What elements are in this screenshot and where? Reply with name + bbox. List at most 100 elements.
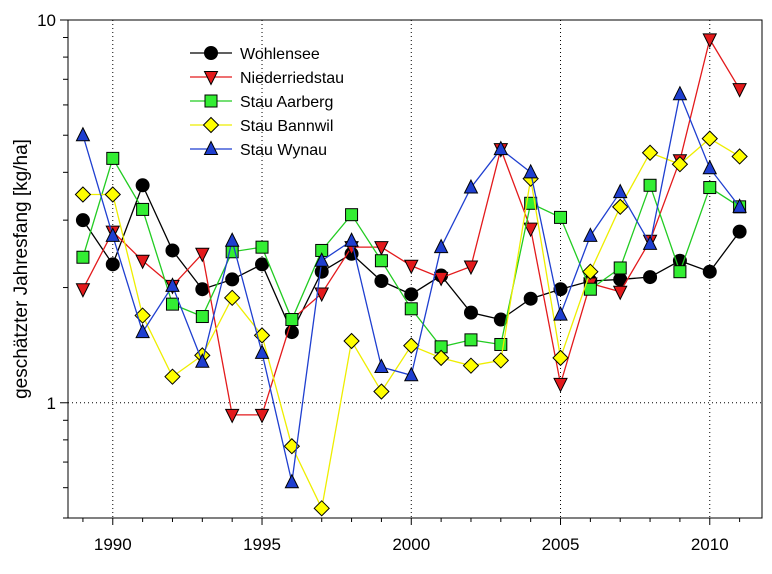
data-point-stau-aarberg <box>195 310 209 324</box>
data-point-stau-wynau <box>523 163 538 179</box>
data-point-niederriedstau <box>463 260 479 276</box>
legend-marker-niederriedstau <box>203 71 219 86</box>
data-point-wohlensee <box>195 282 210 297</box>
data-point-stau-aarberg <box>554 210 568 224</box>
data-point-stau-bannwil <box>612 198 629 216</box>
data-point-stau-wynau <box>732 198 747 213</box>
data-point-niederriedstau <box>75 283 91 298</box>
legend-item-stau-aarberg: Stau Aarberg <box>190 94 333 111</box>
legend-label-stau-bannwil: Stau Bannwil <box>240 118 333 135</box>
legend-item-wohlensee: Wohlensee <box>190 46 320 63</box>
data-point-stau-bannwil <box>313 500 330 517</box>
data-point-wohlensee <box>404 287 419 302</box>
data-point-stau-wynau <box>224 232 240 247</box>
data-point-stau-wynau <box>374 358 389 374</box>
legend-label-wohlensee: Wohlensee <box>240 46 320 63</box>
legend-marker-wohlensee <box>204 46 218 60</box>
data-point-stau-wynau <box>642 235 658 250</box>
data-point-niederriedstau <box>135 254 150 270</box>
data-point-stau-wynau <box>433 238 449 254</box>
data-point-stau-aarberg <box>464 333 478 347</box>
data-point-stau-bannwil <box>223 289 241 307</box>
data-point-stau-wynau <box>105 227 121 242</box>
data-point-niederriedstau <box>224 408 240 424</box>
data-point-stau-bannwil <box>432 349 450 367</box>
legend-item-niederriedstau: Niederriedstau <box>190 70 344 87</box>
data-point-stau-bannwil <box>552 349 569 367</box>
data-point-stau-bannwil <box>343 332 360 350</box>
data-point-wohlensee <box>75 213 90 228</box>
data-point-niederriedstau <box>374 241 389 256</box>
axes: 1990 1995 2000 2005 2010 1 10 <box>37 11 741 554</box>
data-point-stau-aarberg <box>703 181 717 195</box>
data-point-wohlensee <box>165 243 180 258</box>
data-point-stau-wynau <box>672 85 688 101</box>
data-point-niederriedstau <box>314 287 330 303</box>
data-point-stau-bannwil <box>641 144 659 161</box>
data-point-stau-bannwil <box>701 130 718 147</box>
data-point-stau-bannwil <box>104 186 121 203</box>
data-point-wohlensee <box>553 282 568 297</box>
data-point-stau-aarberg <box>165 297 179 311</box>
data-point-stau-aarberg <box>673 265 687 279</box>
data-point-wohlensee <box>463 305 478 320</box>
data-point-stau-wynau <box>165 277 180 292</box>
legend-marker-stau-bannwil <box>202 116 220 134</box>
data-point-stau-bannwil <box>492 352 510 369</box>
data-point-niederriedstau <box>195 247 210 263</box>
legend-item-stau-wynau: Stau Wynau <box>190 140 327 159</box>
data-point-wohlensee <box>314 264 329 279</box>
data-point-wohlensee <box>374 274 389 289</box>
data-point-niederriedstau <box>553 377 568 393</box>
data-point-stau-bannwil <box>462 357 480 374</box>
data-point-stau-aarberg <box>613 261 627 275</box>
legend-label-stau-wynau: Stau Wynau <box>240 142 327 159</box>
data-point-stau-bannwil <box>731 148 748 165</box>
data-point-stau-wynau <box>284 473 300 489</box>
data-point-stau-wynau <box>314 252 330 267</box>
data-point-stau-aarberg <box>106 151 120 165</box>
data-point-niederriedstau <box>254 408 270 424</box>
data-point-stau-bannwil <box>74 186 92 203</box>
data-point-stau-wynau <box>75 126 91 142</box>
data-point-stau-wynau <box>583 227 598 242</box>
data-point-stau-aarberg <box>136 202 150 216</box>
legend-item-stau-bannwil: Stau Bannwil <box>190 116 333 135</box>
y-axis-label: geschätzter Jahresfang [kg/ha] <box>11 139 32 399</box>
legend-marker-stau-wynau <box>203 140 219 155</box>
data-point-stau-wynau <box>254 344 270 359</box>
legend: Wohlensee Niederriedstau Stau Aarberg Stau … <box>190 46 344 159</box>
data-point-stau-aarberg <box>494 337 508 351</box>
data-point-stau-wynau <box>553 305 568 321</box>
data-point-stau-wynau <box>403 366 419 382</box>
x-tick-label: 1990 <box>94 535 132 554</box>
data-point-stau-wynau <box>195 353 210 368</box>
data-point-stau-aarberg <box>643 178 657 192</box>
data-point-stau-aarberg <box>404 302 418 316</box>
data-point-niederriedstau <box>433 271 449 287</box>
data-point-wohlensee <box>135 178 150 193</box>
data-point-niederriedstau <box>523 222 538 238</box>
data-point-wohlensee <box>523 291 538 306</box>
data-point-stau-aarberg <box>76 250 90 264</box>
x-tick-label: 2000 <box>392 535 430 554</box>
data-point-stau-bannwil <box>164 368 181 385</box>
y-tick-label: 10 <box>37 11 56 30</box>
data-point-stau-aarberg <box>345 208 359 222</box>
data-point-stau-wynau <box>463 178 479 194</box>
data-point-wohlensee <box>702 264 717 279</box>
data-point-wohlensee <box>105 257 120 272</box>
legend-label-niederriedstau: Niederriedstau <box>240 70 344 87</box>
series-layer <box>74 33 748 517</box>
data-point-niederriedstau <box>403 259 419 275</box>
data-point-wohlensee <box>732 224 747 239</box>
data-point-stau-wynau <box>135 323 150 339</box>
data-point-stau-bannwil <box>373 383 390 400</box>
x-tick-label: 1995 <box>243 535 281 554</box>
legend-marker-stau-aarberg <box>204 94 218 108</box>
data-point-stau-wynau <box>493 140 509 156</box>
data-point-stau-aarberg <box>285 313 299 327</box>
data-point-niederriedstau <box>732 83 747 98</box>
plot-area <box>67 19 763 519</box>
